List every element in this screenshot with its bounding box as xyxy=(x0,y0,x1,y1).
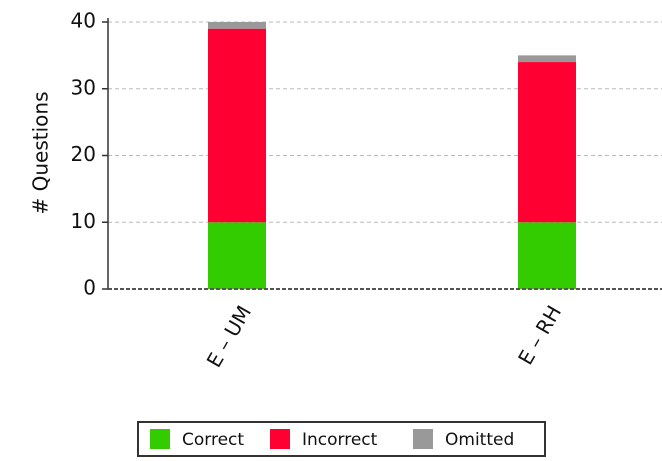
axes xyxy=(107,18,662,290)
x-category-labels: E – UM E – RH xyxy=(202,301,566,371)
y-tick-label: 40 xyxy=(71,9,96,33)
legend-label-correct: Correct xyxy=(182,430,244,450)
bar-segment-correct xyxy=(518,222,576,289)
legend-swatch-omitted xyxy=(413,429,433,449)
bars xyxy=(208,22,576,289)
legend-label-omitted: Omitted xyxy=(445,430,514,450)
legend-label-incorrect: Incorrect xyxy=(302,430,378,450)
legend-swatch-correct xyxy=(150,429,170,449)
y-tick-label: 20 xyxy=(71,142,96,166)
bar-segment-incorrect xyxy=(518,62,576,223)
bar-segment-omitted xyxy=(518,55,576,63)
y-tick-label: 10 xyxy=(71,209,96,233)
legend-box xyxy=(137,421,546,457)
bar-segment-omitted xyxy=(208,22,266,29)
y-tick-label: 30 xyxy=(71,75,96,99)
bar-segment-correct xyxy=(208,222,266,289)
y-axis-label: # Questions xyxy=(29,92,53,215)
y-tick-label: 0 xyxy=(83,276,96,300)
x-category-label: E – RH xyxy=(513,301,566,369)
x-category-label: E – UM xyxy=(202,301,256,371)
bar-segment-incorrect xyxy=(208,28,266,223)
legend-swatch-incorrect xyxy=(270,429,290,449)
y-tick-labels: 0 10 20 30 40 xyxy=(71,9,108,300)
legend: Correct Incorrect Omitted xyxy=(137,421,546,457)
grid-lines xyxy=(108,21,662,223)
